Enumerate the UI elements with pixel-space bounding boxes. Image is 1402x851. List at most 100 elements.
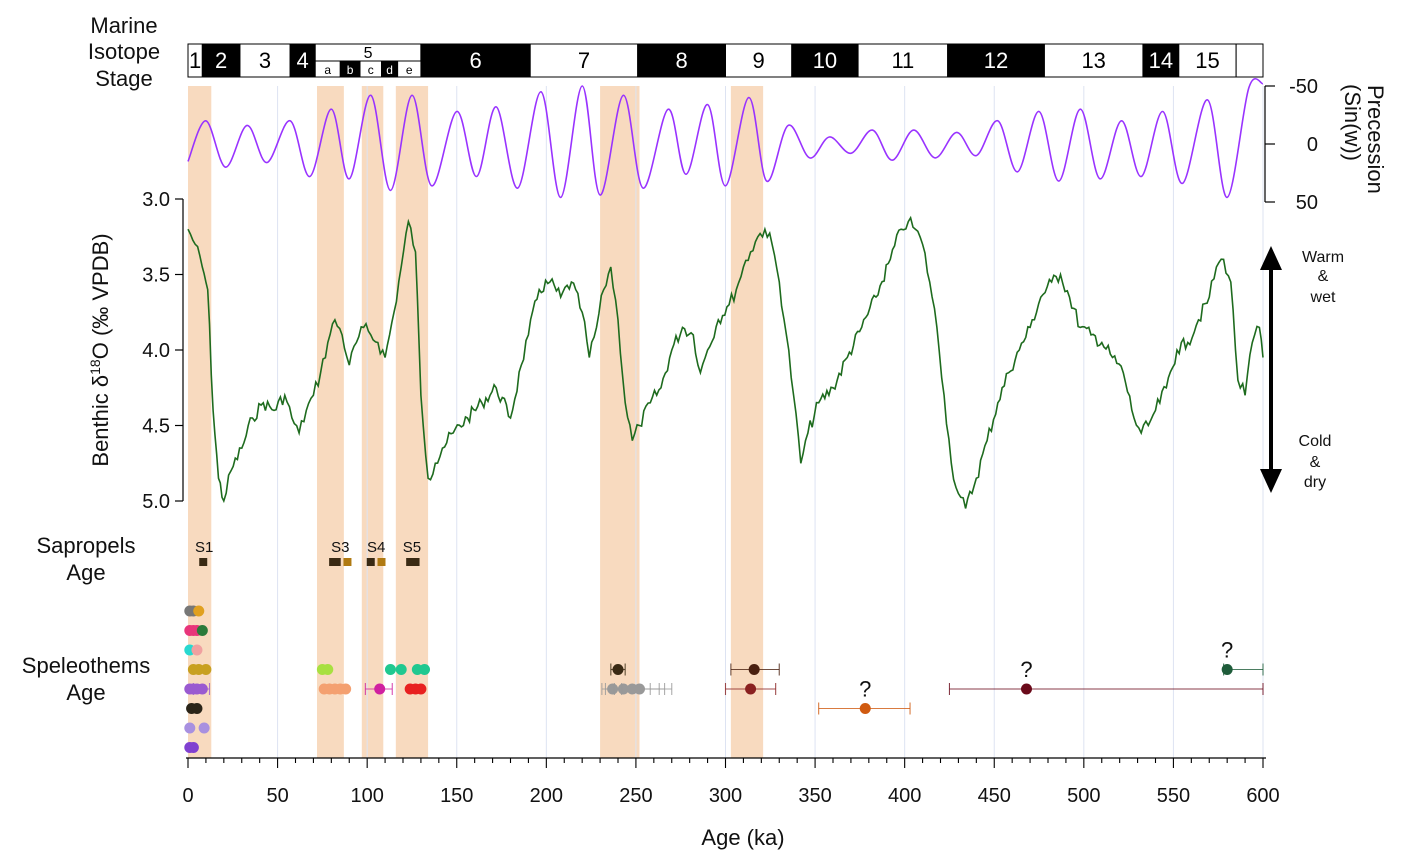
- mis-substage-box-e: [397, 60, 422, 78]
- cold-line-2: &: [1310, 454, 1321, 471]
- mis-stage-box-15: [1178, 43, 1237, 78]
- speleothem-point: [322, 664, 334, 675]
- sapropel-marker: [199, 558, 208, 566]
- x-tick-label-2: 100: [350, 785, 383, 807]
- speleothems-label: Speleothems Age: [22, 653, 150, 705]
- sapropel-label-S4: S4: [367, 539, 385, 556]
- mis-stage-box-3: [239, 43, 291, 78]
- mis-stage-label-8: 8: [675, 48, 687, 73]
- benthic-tick-label-2: 4.0: [142, 340, 170, 362]
- highlight-band-5: [730, 86, 764, 758]
- mis-substage-label-e: e: [406, 63, 413, 77]
- mis-stage-label-12: 12: [984, 48, 1008, 73]
- mis-label-line-2: Isotope: [88, 39, 160, 64]
- mis-label-line-3: Stage: [95, 66, 153, 91]
- mis-stage-label-3: 3: [259, 48, 271, 73]
- speleothems-label-line-2: Age: [66, 680, 105, 705]
- warm-line-1: Warm: [1302, 249, 1344, 266]
- warm-line-3: wet: [1310, 289, 1336, 306]
- x-tick-label-12: 600: [1246, 785, 1279, 807]
- x-tick-label-0: 0: [182, 785, 193, 807]
- mis-stage-label-9: 9: [753, 48, 765, 73]
- speleothem-point: [419, 664, 430, 675]
- mis-stage-label-6: 6: [469, 48, 481, 73]
- precession-tick-label-2: 50: [1296, 192, 1318, 214]
- speleothem-point: [634, 683, 645, 695]
- speleothem-point: [193, 605, 205, 617]
- highlight-band-4: [600, 86, 640, 758]
- warm-cold-arrow: [1260, 246, 1282, 493]
- mis-stage-label-15: 15: [1195, 48, 1219, 73]
- speleothem-point: [859, 703, 871, 714]
- speleothem-question-mark: ?: [859, 677, 871, 702]
- benthic-tick-label-0: 3.0: [142, 189, 170, 211]
- speleothem-point: [191, 644, 203, 656]
- mis-stage-label-4: 4: [297, 48, 309, 73]
- benthic-tick-label-1: 3.5: [142, 265, 170, 287]
- sapropel-marker: [377, 558, 386, 566]
- mis-stage-box-11: [857, 43, 949, 78]
- mis-stage-box-14: [1142, 43, 1180, 78]
- sapropel-marker: [343, 558, 352, 566]
- x-tick-label-4: 200: [530, 785, 563, 807]
- x-tick-label-7: 350: [798, 785, 831, 807]
- mis-label: Marine Isotope Stage: [88, 13, 160, 91]
- x-tick-label-8: 400: [888, 785, 921, 807]
- speleothem-point: [196, 625, 208, 636]
- mis-stage-box-9: [725, 43, 793, 78]
- warm-annotation: Warm & wet: [1302, 249, 1344, 306]
- precession-axis: -50 0 50: [1264, 76, 1318, 214]
- mis-stage-label-1: 1: [189, 48, 201, 73]
- x-tick-label-5: 250: [619, 785, 652, 807]
- x-axis-label: Age (ka): [701, 825, 784, 850]
- speleothem-question-mark: ?: [1020, 657, 1032, 682]
- benthic-axis: 3.0 3.5 4.0 4.5 5.0: [142, 189, 184, 513]
- sapropel-label-S5: S5: [403, 539, 421, 556]
- mis-substage-label-d: d: [386, 63, 393, 77]
- speleothem-point: [748, 664, 760, 675]
- x-tick-label-9: 450: [978, 785, 1011, 807]
- speleothem-point: [340, 683, 352, 695]
- precession-label-line-1: Precession: [1363, 85, 1388, 194]
- highlight-band-2: [361, 86, 384, 758]
- mis-stage-label-2: 2: [215, 48, 227, 73]
- sapropel-marker: [332, 558, 341, 566]
- cold-annotation: Cold & dry: [1299, 433, 1332, 491]
- mis-stage-box-13: [1043, 43, 1144, 78]
- sapropel-marker: [411, 558, 420, 566]
- mis-stage-label-5: 5: [364, 45, 373, 62]
- mis-stage-label-11: 11: [891, 48, 914, 73]
- precession-tick-label-1: 0: [1307, 134, 1318, 156]
- warm-line-2: &: [1318, 268, 1329, 285]
- speleothems-markers: ???: [184, 605, 1264, 753]
- sapropel-label-S1: S1: [195, 539, 213, 556]
- speleothem-point: [374, 683, 386, 695]
- mis-stage-label-14: 14: [1149, 48, 1173, 73]
- precession-tick-label-0: -50: [1289, 76, 1318, 98]
- highlight-bands: [188, 86, 764, 758]
- speleothem-point: [384, 664, 396, 675]
- gridlines: [277, 86, 1264, 758]
- precession-label: Precession (Sin(w)): [1340, 84, 1388, 194]
- benthic-axis-label: Benthic δ18O (‰ VPDB): [87, 233, 113, 466]
- cold-line-3: dry: [1304, 474, 1326, 491]
- arrow-down-icon: [1260, 469, 1282, 493]
- x-tick-label-10: 500: [1067, 785, 1100, 807]
- speleothem-point: [745, 683, 757, 695]
- speleothem-point: [200, 664, 212, 675]
- benthic-tick-label-3: 4.5: [142, 416, 170, 438]
- x-axis: 0 50 100 150 200 250 300 350 400 450 500 550 600: [182, 757, 1280, 807]
- x-tick-label-11: 550: [1157, 785, 1190, 807]
- arrow-up-icon: [1260, 246, 1282, 270]
- speleothem-point: [187, 742, 199, 753]
- sapropel-label-S3: S3: [331, 539, 349, 556]
- sapropel-marker: [366, 558, 375, 566]
- sapropels-label-line-1: Sapropels: [36, 533, 135, 558]
- speleothem-point: [198, 722, 210, 734]
- benthic-tick-label-4: 5.0: [142, 491, 170, 513]
- mis-substage-label-b: b: [347, 63, 354, 77]
- speleothem-point: [1021, 683, 1032, 695]
- speleothem-point: [415, 683, 427, 695]
